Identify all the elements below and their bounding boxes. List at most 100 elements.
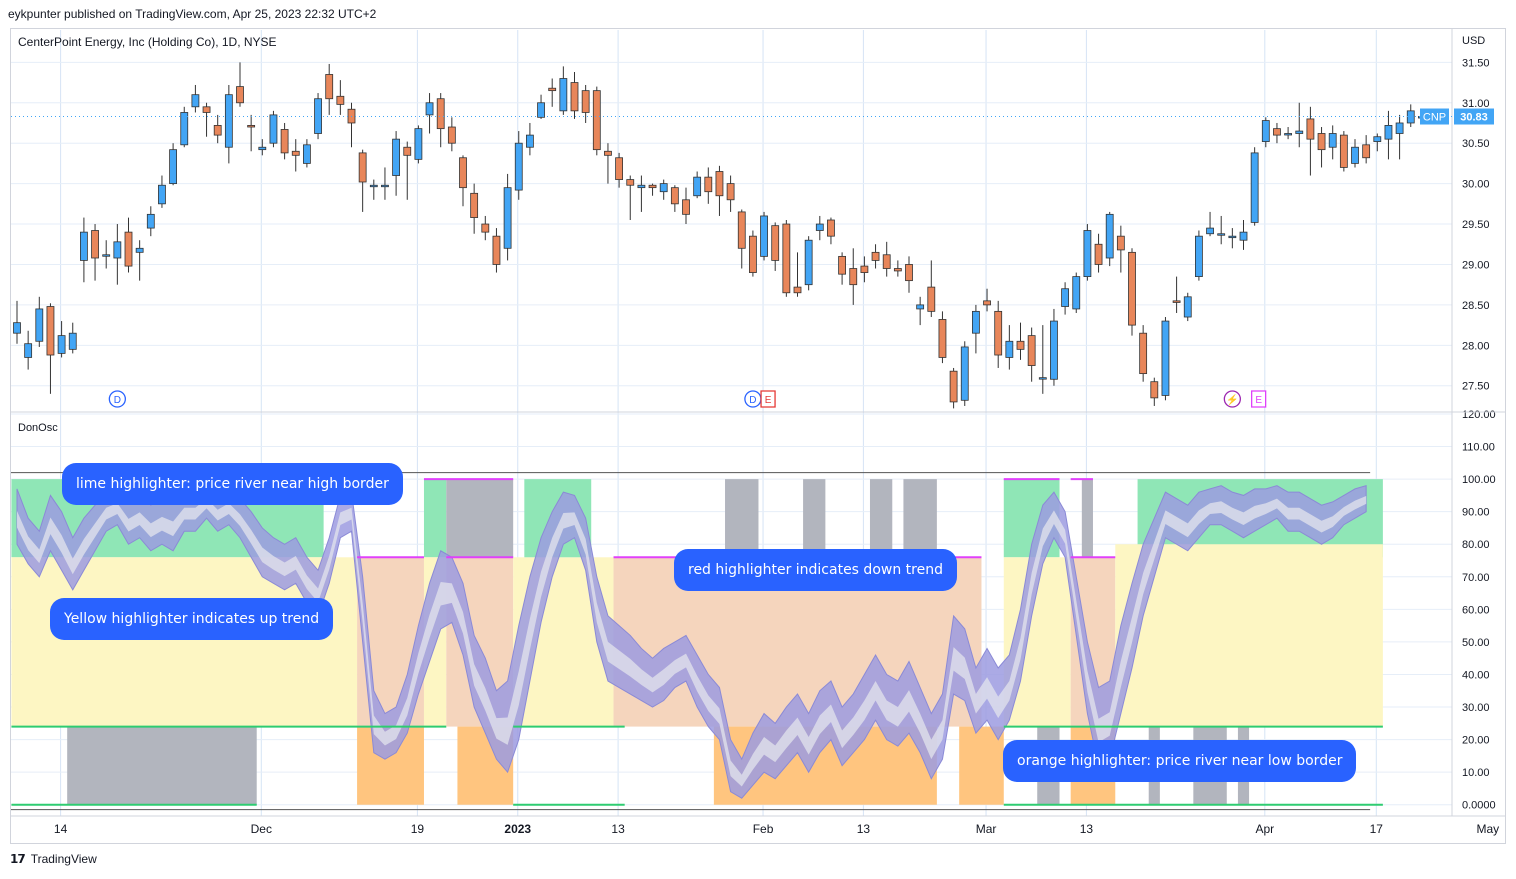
candle	[514, 131, 523, 200]
event-label: E	[1255, 395, 1262, 406]
candle	[1183, 292, 1192, 322]
candle-body	[1317, 133, 1326, 151]
candle-body	[414, 128, 423, 160]
candle	[715, 165, 724, 216]
candle-body	[1250, 152, 1259, 223]
candle	[1362, 135, 1371, 164]
candle-body	[1172, 300, 1181, 303]
candle-body	[1362, 144, 1371, 159]
candle	[1373, 133, 1382, 152]
candle-body	[481, 223, 490, 233]
candle-body	[291, 150, 300, 156]
event-marker-earnings[interactable]: E	[1251, 390, 1267, 408]
candle	[916, 296, 925, 326]
price-tick-label: 29.50	[1462, 219, 1490, 231]
candle-body	[46, 306, 55, 356]
candle	[1094, 233, 1103, 273]
osc-tick-label: 0.0000	[1462, 800, 1496, 812]
candle-body	[537, 102, 545, 118]
candle-body	[13, 322, 21, 334]
candle	[459, 155, 467, 207]
candle-body	[1139, 332, 1148, 375]
x-tick-label: 13	[857, 822, 871, 836]
osc-tick-label: 80.00	[1462, 539, 1490, 551]
event-badge	[1223, 390, 1241, 408]
event-label: E	[765, 395, 772, 406]
osc-tick-label: 60.00	[1462, 604, 1490, 616]
osc-zone-gray	[446, 479, 514, 558]
osc-zone-gray	[903, 479, 937, 558]
candle	[1150, 377, 1159, 406]
candle	[91, 224, 99, 281]
x-tick-label: 2023	[504, 822, 531, 836]
candle	[815, 215, 824, 241]
candle	[1116, 225, 1125, 273]
candle	[1027, 327, 1036, 382]
candle	[1206, 211, 1214, 237]
candle-body	[1228, 235, 1237, 239]
candle	[202, 102, 211, 137]
candle	[24, 330, 33, 370]
candle	[1172, 276, 1181, 313]
candle	[57, 321, 66, 358]
osc-tick-label: 120.00	[1462, 409, 1496, 421]
x-tick-label: Dec	[251, 822, 272, 836]
candle	[80, 217, 88, 283]
candle-body	[503, 187, 512, 249]
candle	[960, 341, 969, 406]
osc-tick-label: 30.00	[1462, 702, 1490, 714]
candle	[1128, 248, 1136, 336]
candle	[102, 240, 111, 269]
candle-body	[1306, 118, 1315, 140]
candle-body	[704, 176, 713, 193]
candle-body	[737, 211, 746, 249]
candle-body	[1406, 110, 1415, 124]
candle-body	[927, 286, 936, 312]
candle	[191, 84, 200, 113]
candle	[146, 206, 155, 237]
candle-body	[581, 90, 590, 113]
candle-body	[637, 184, 646, 189]
candlestick-series	[13, 62, 1426, 409]
candle	[336, 80, 345, 115]
candle	[659, 179, 668, 200]
candle	[436, 93, 445, 148]
candle-body	[1239, 231, 1248, 241]
candle-body	[592, 90, 601, 151]
candle	[1072, 272, 1081, 313]
event-badge	[1251, 390, 1267, 408]
candle-body	[994, 310, 1003, 356]
candle	[1050, 308, 1058, 386]
event-marker-dividend[interactable]: D	[744, 390, 762, 408]
osc-tick-label: 40.00	[1462, 669, 1490, 681]
candle-body	[1128, 251, 1136, 326]
candle-body	[146, 213, 155, 229]
footer[interactable]: 𝟭𝟳 TradingView	[10, 852, 97, 866]
candle	[269, 110, 278, 148]
candle-body	[1183, 296, 1192, 318]
candle	[414, 125, 423, 164]
osc-zone-gray	[803, 479, 826, 558]
event-marker-dividend[interactable]: D	[108, 390, 126, 408]
event-marker-earnings[interactable]: E	[760, 390, 776, 408]
candle-body	[24, 343, 33, 358]
candle	[548, 78, 557, 107]
candle	[592, 86, 601, 156]
x-tick-label: 17	[1370, 822, 1384, 836]
candle	[559, 66, 568, 115]
candle	[503, 173, 512, 261]
candle	[381, 167, 389, 200]
x-tick-label: 14	[54, 822, 68, 836]
osc-zone-yellow	[1115, 544, 1383, 727]
candle-body	[80, 231, 88, 261]
candle-body	[882, 254, 891, 269]
candle	[113, 224, 122, 285]
candle-body	[1384, 125, 1393, 140]
candle-body	[102, 254, 111, 257]
event-marker-split[interactable]: ⚡	[1223, 390, 1241, 408]
callout-lime: lime highlighter: price river near high …	[62, 463, 403, 505]
candle-body	[1284, 133, 1292, 136]
candle	[626, 175, 635, 220]
candle	[1351, 139, 1359, 168]
